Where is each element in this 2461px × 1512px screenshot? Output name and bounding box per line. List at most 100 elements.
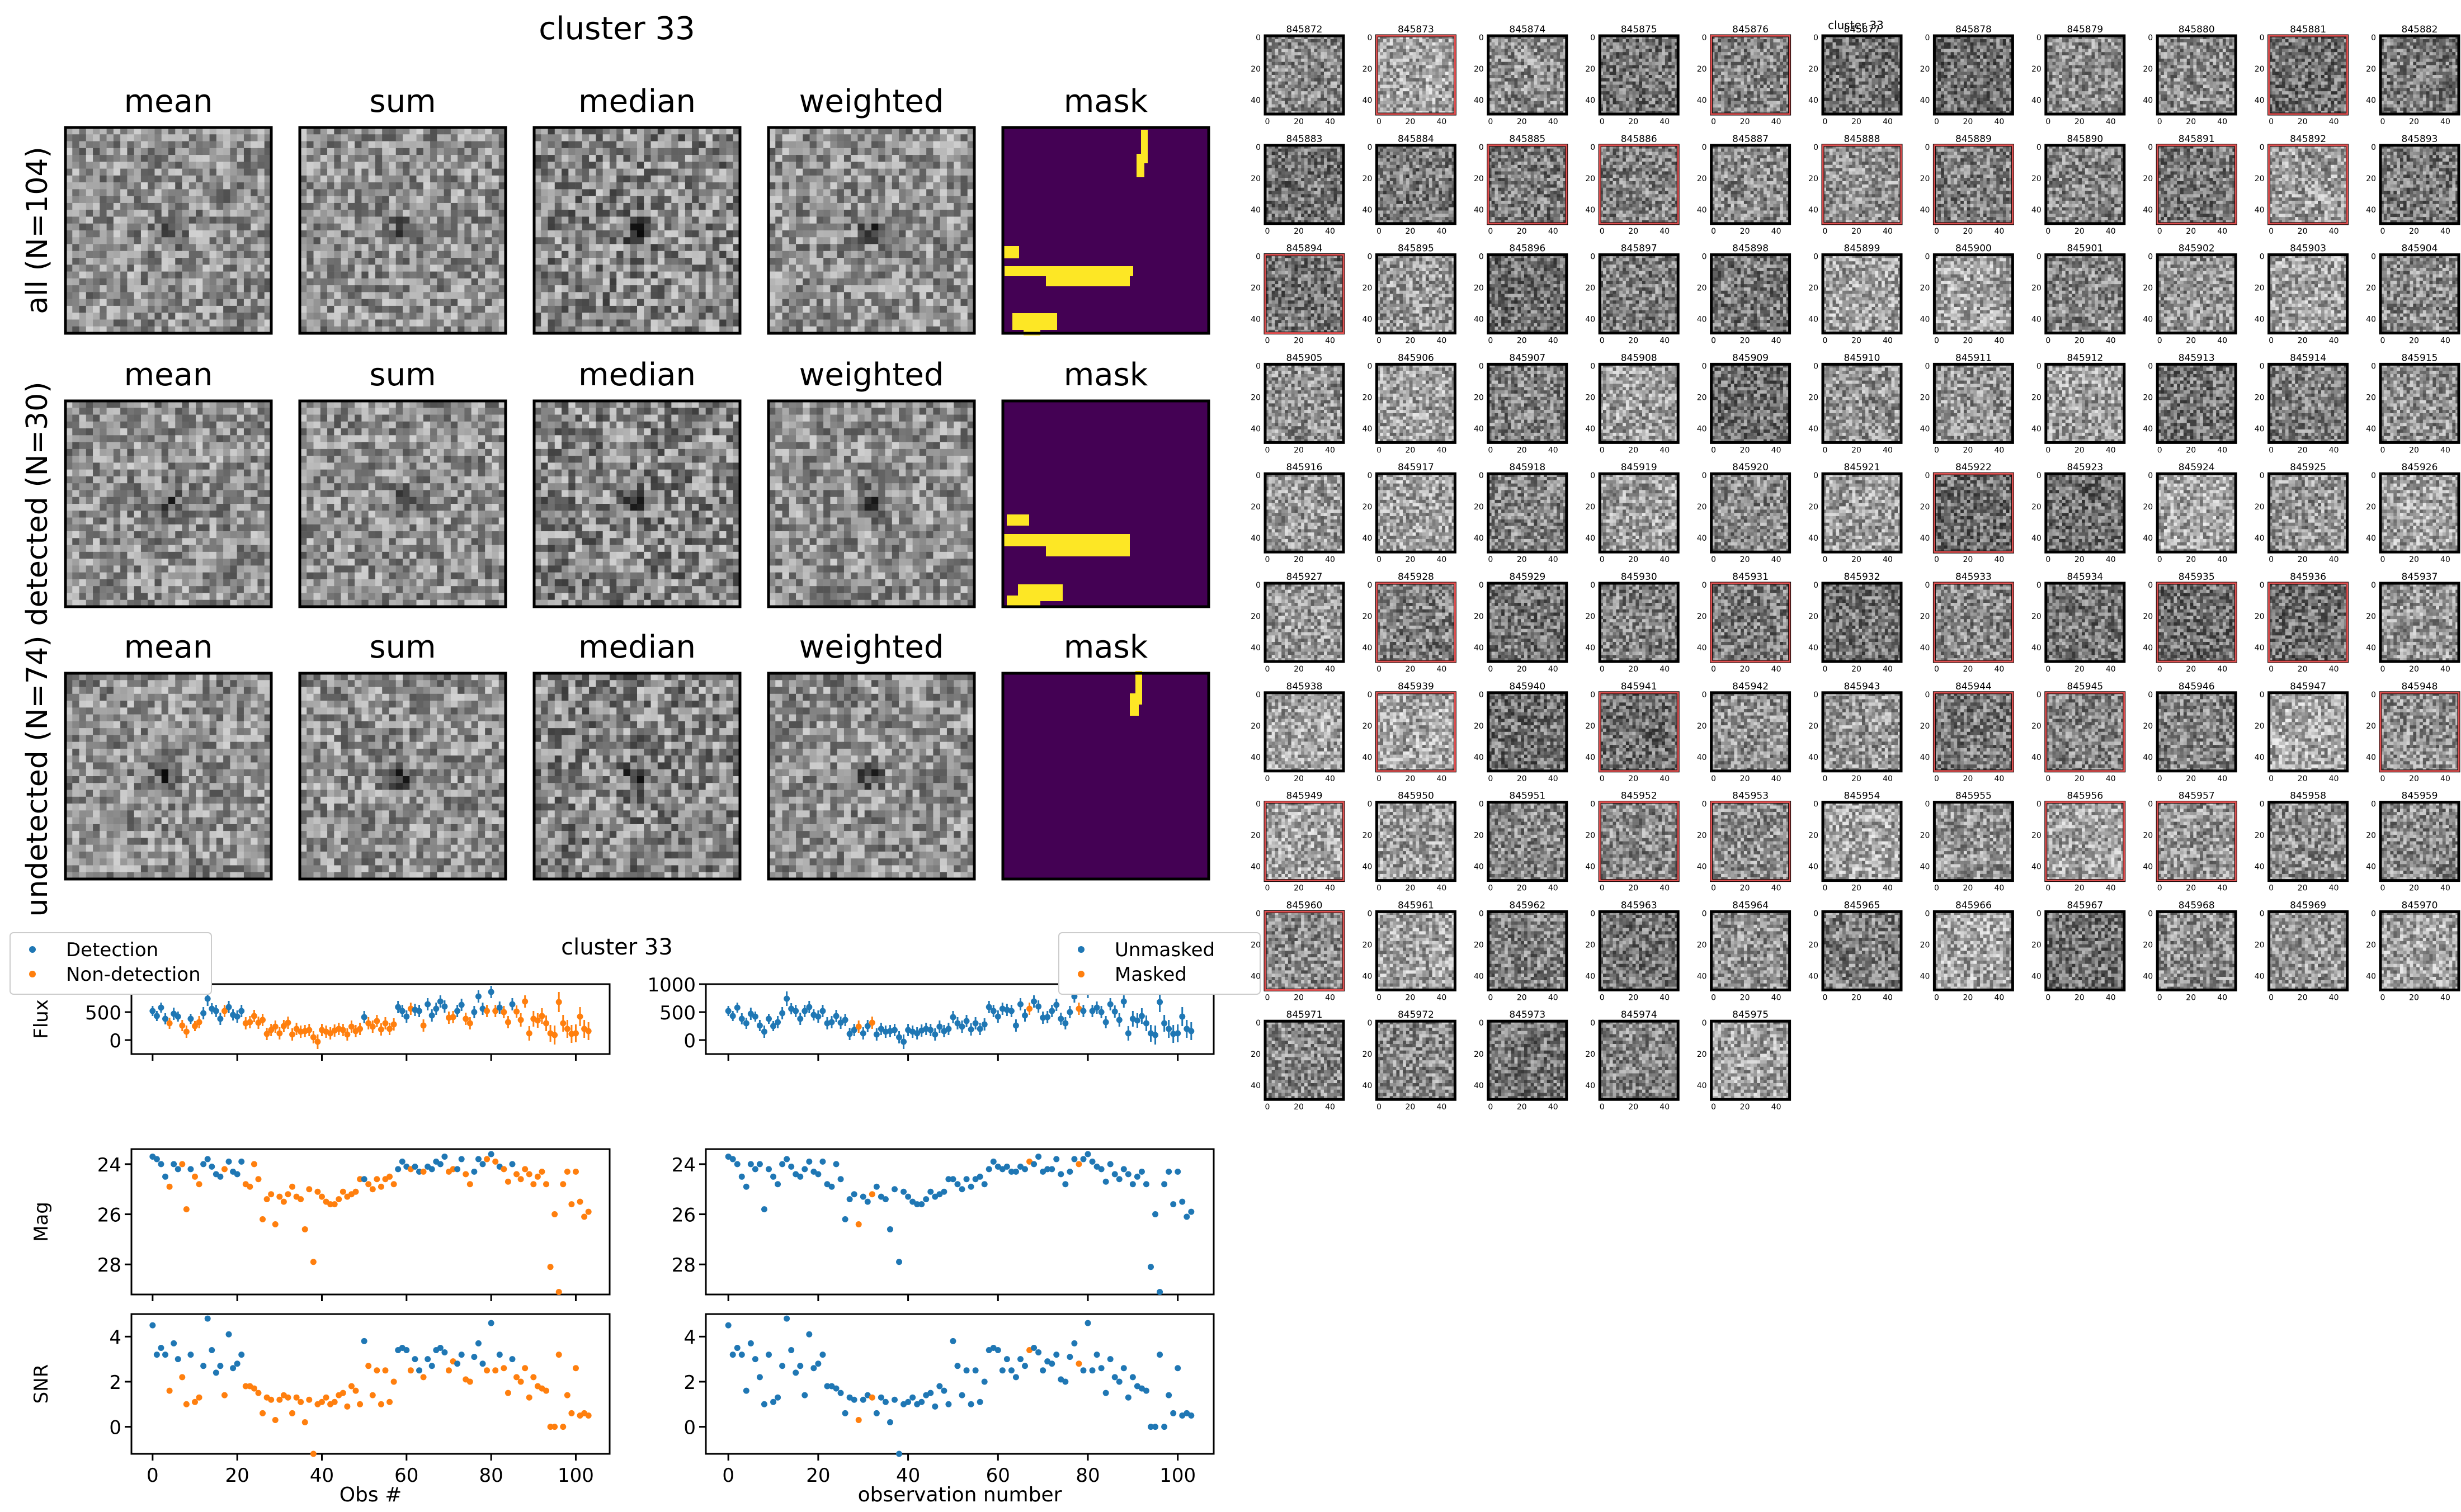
- data-point: [205, 1316, 211, 1322]
- data-point: [196, 1181, 202, 1187]
- thumb-ytick: 20: [2143, 831, 2153, 840]
- data-point: [167, 1388, 173, 1394]
- thumbnail-label: 845905: [1286, 352, 1323, 363]
- data-point: [357, 1026, 363, 1032]
- data-point: [869, 1020, 875, 1026]
- data-point: [568, 1410, 574, 1416]
- thumbnail-label: 845921: [1844, 462, 1880, 473]
- data-point: [501, 1365, 507, 1371]
- thumb-xtick: 40: [2440, 993, 2450, 1002]
- thumb-xtick: 0: [2045, 665, 2050, 674]
- x-tick-label: 20: [225, 1464, 249, 1487]
- data-point: [162, 1352, 168, 1358]
- thumbnail: 845936020400 20 40: [2255, 571, 2347, 674]
- data-point: [1035, 1349, 1041, 1355]
- thumbnail-image: [1488, 583, 1567, 662]
- data-point: [421, 1374, 427, 1380]
- data-point: [192, 1399, 198, 1405]
- thumbnail-image: [2046, 911, 2124, 990]
- data-point: [954, 1363, 960, 1369]
- data-point: [964, 1018, 970, 1024]
- thumb-xtick: 40: [2106, 227, 2116, 236]
- data-point: [865, 1199, 871, 1205]
- thumb-xtick: 40: [1548, 993, 1558, 1002]
- thumbnail: 845891020400 20 40: [2143, 134, 2236, 236]
- thumb-xtick: 0: [2380, 884, 2385, 893]
- thumbnail-image: [2157, 364, 2236, 442]
- data-point: [784, 996, 790, 1002]
- thumb-xtick: 20: [1517, 1103, 1527, 1112]
- thumb-xtick: 20: [1851, 665, 1861, 674]
- thumb-xtick: 20: [2075, 117, 2085, 126]
- thumb-ytick: 0: [1925, 253, 1930, 262]
- thumb-ytick: 40: [2255, 863, 2265, 872]
- data-point: [154, 1156, 160, 1162]
- thumbnail-label: 845890: [2067, 134, 2103, 145]
- thumb-xtick: 0: [1711, 337, 1716, 346]
- y-tick-label: 500: [85, 1002, 121, 1024]
- thumb-ytick: 20: [1585, 722, 1595, 731]
- thumb-xtick: 40: [1659, 446, 1670, 455]
- thumbnail-image: [1265, 911, 1343, 990]
- thumb-ytick: 20: [1251, 284, 1261, 293]
- data-point: [734, 1161, 741, 1167]
- data-point: [1161, 1181, 1167, 1187]
- data-point: [399, 1008, 406, 1014]
- data-point: [815, 1171, 821, 1177]
- thumb-xtick: 20: [2409, 227, 2419, 236]
- thumbnail-label: 845888: [1844, 134, 1880, 145]
- data-point: [441, 1154, 447, 1160]
- thumbnail-label: 845957: [2179, 791, 2215, 802]
- data-point: [179, 1374, 185, 1380]
- thumb-xtick: 0: [1600, 665, 1605, 674]
- mask-image: [1003, 671, 1209, 879]
- data-point: [1103, 1179, 1109, 1185]
- thumb-ytick: 0: [1256, 471, 1261, 480]
- thumb-ytick: 40: [1362, 972, 1373, 981]
- thumbnail-label: 845898: [1732, 243, 1769, 254]
- data-point: [833, 1386, 840, 1392]
- data-point: [896, 1259, 902, 1265]
- data-point: [1175, 1365, 1181, 1371]
- thumbnail-image: [1265, 36, 1343, 114]
- thumbnail-image: [2269, 255, 2347, 333]
- data-point: [441, 1004, 447, 1010]
- y-tick-label: 500: [659, 1002, 696, 1024]
- data-point: [370, 1186, 376, 1192]
- thumbnail-label: 845945: [2067, 681, 2103, 692]
- data-point: [1188, 1209, 1194, 1215]
- thumbnail-image: [2269, 474, 2347, 552]
- data-point: [374, 1367, 380, 1373]
- thumbnail: 845882020400 20 40: [2366, 24, 2459, 126]
- data-point: [1099, 1365, 1105, 1371]
- data-point: [175, 1014, 181, 1020]
- data-point: [761, 1206, 767, 1212]
- data-point: [238, 1008, 244, 1014]
- data-point: [1085, 1320, 1091, 1326]
- thumb-ytick: 40: [1362, 534, 1373, 543]
- thumb-ytick: 40: [2143, 863, 2153, 872]
- data-point: [1139, 1013, 1145, 1019]
- data-point: [183, 1401, 190, 1407]
- data-point: [977, 1026, 983, 1032]
- thumb-xtick: 40: [2440, 555, 2450, 564]
- thumb-ytick: 0: [1367, 34, 1372, 42]
- thumb-xtick: 40: [1994, 446, 2004, 455]
- thumb-ytick: 0: [2036, 253, 2042, 262]
- data-point: [505, 1019, 511, 1026]
- y-axis-label: Mag: [30, 1202, 53, 1242]
- thumb-ytick: 0: [2036, 800, 2042, 809]
- data-point: [378, 1027, 384, 1033]
- thumb-ytick: 20: [1474, 612, 1484, 621]
- data-point: [1076, 1161, 1082, 1167]
- thumb-ytick: 0: [2036, 581, 2042, 590]
- data-point: [340, 1189, 346, 1195]
- thumbnail-label: 845975: [1732, 1009, 1769, 1020]
- thumbnail-label: 845930: [1621, 571, 1657, 583]
- data-point: [945, 1401, 951, 1407]
- thumb-ytick: 20: [1474, 831, 1484, 840]
- thumbnail: 845887020400 20 40: [1697, 134, 1790, 236]
- thumbnail: 845961020400 20 40: [1362, 900, 1455, 1002]
- thumbnail: 845899020400 20 40: [1808, 243, 1901, 346]
- thumb-xtick: 0: [1376, 884, 1382, 893]
